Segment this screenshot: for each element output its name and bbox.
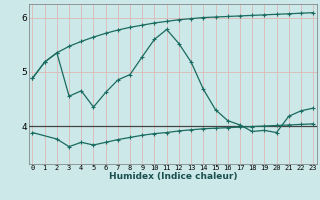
X-axis label: Humidex (Indice chaleur): Humidex (Indice chaleur) xyxy=(108,172,237,181)
